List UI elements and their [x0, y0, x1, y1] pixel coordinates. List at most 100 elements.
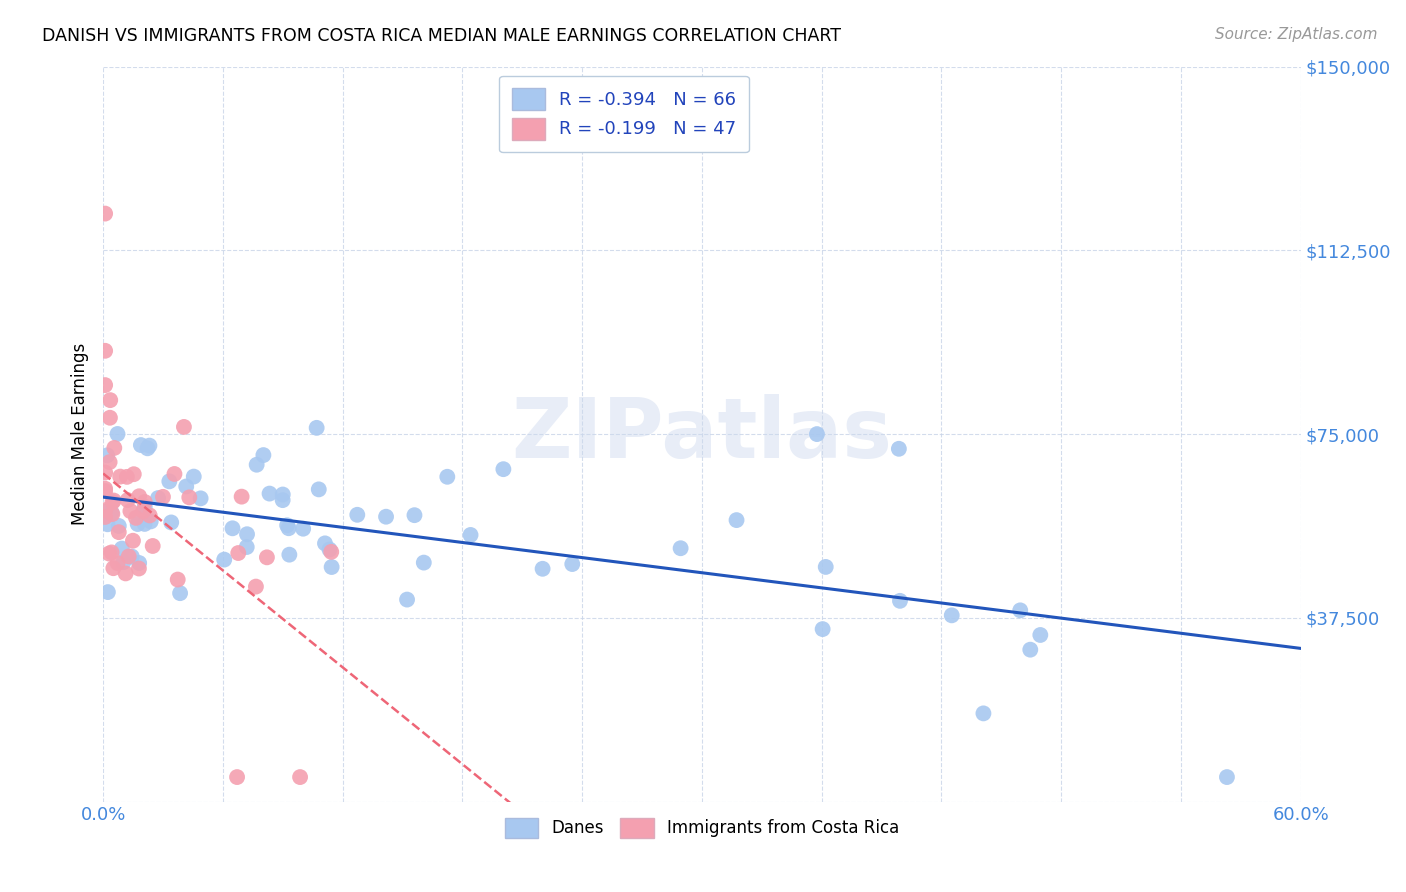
- Point: [118, 549, 141, 564]
- Point: [235, 540, 257, 554]
- Point: [183, 469, 205, 483]
- Point: [308, 483, 330, 497]
- Point: [972, 706, 994, 721]
- Text: ZIPatlas: ZIPatlas: [512, 393, 893, 475]
- Point: [94, 510, 117, 524]
- Point: [94, 482, 117, 496]
- Point: [128, 561, 150, 575]
- Point: [163, 467, 186, 481]
- Point: [174, 479, 197, 493]
- Point: [152, 490, 174, 504]
- Point: [231, 490, 253, 504]
- Point: [288, 770, 311, 784]
- Point: [292, 522, 315, 536]
- Point: [134, 495, 156, 509]
- Point: [100, 545, 122, 559]
- Point: [134, 500, 156, 514]
- Point: [107, 427, 129, 442]
- Point: [941, 608, 963, 623]
- Point: [412, 556, 434, 570]
- Point: [97, 517, 120, 532]
- Point: [245, 580, 267, 594]
- Point: [103, 493, 125, 508]
- Point: [128, 489, 150, 503]
- Point: [129, 438, 152, 452]
- Point: [259, 486, 281, 500]
- Point: [120, 504, 142, 518]
- Point: [139, 515, 162, 529]
- Point: [887, 442, 910, 456]
- Point: [396, 592, 419, 607]
- Point: [492, 462, 515, 476]
- Point: [103, 441, 125, 455]
- Point: [814, 560, 837, 574]
- Point: [1029, 628, 1052, 642]
- Point: [138, 439, 160, 453]
- Point: [94, 503, 117, 517]
- Point: [811, 622, 834, 636]
- Point: [1216, 770, 1239, 784]
- Point: [98, 410, 121, 425]
- Point: [173, 420, 195, 434]
- Point: [318, 542, 340, 557]
- Point: [1010, 603, 1032, 617]
- Point: [121, 549, 143, 564]
- Point: [375, 509, 398, 524]
- Point: [117, 493, 139, 508]
- Point: [111, 541, 134, 556]
- Point: [169, 586, 191, 600]
- Point: [136, 442, 159, 456]
- Legend: Danes, Immigrants from Costa Rica: Danes, Immigrants from Costa Rica: [498, 811, 905, 845]
- Point: [531, 562, 554, 576]
- Point: [236, 527, 259, 541]
- Point: [94, 206, 117, 220]
- Point: [669, 541, 692, 556]
- Point: [179, 491, 201, 505]
- Point: [278, 548, 301, 562]
- Point: [1019, 642, 1042, 657]
- Point: [98, 547, 121, 561]
- Text: Source: ZipAtlas.com: Source: ZipAtlas.com: [1215, 27, 1378, 42]
- Point: [404, 508, 426, 523]
- Point: [277, 521, 299, 535]
- Point: [166, 573, 188, 587]
- Point: [256, 550, 278, 565]
- Point: [212, 552, 235, 566]
- Point: [190, 491, 212, 506]
- Point: [271, 493, 294, 508]
- Point: [96, 448, 118, 462]
- Point: [806, 427, 828, 442]
- Point: [108, 469, 131, 483]
- Point: [94, 466, 117, 480]
- Point: [436, 470, 458, 484]
- Point: [725, 513, 748, 527]
- Point: [115, 470, 138, 484]
- Point: [221, 521, 243, 535]
- Point: [97, 585, 120, 599]
- Point: [346, 508, 368, 522]
- Point: [226, 770, 249, 784]
- Point: [128, 556, 150, 570]
- Point: [101, 507, 124, 521]
- Point: [101, 495, 124, 509]
- Point: [160, 516, 183, 530]
- Point: [138, 508, 160, 523]
- Point: [305, 421, 328, 435]
- Point: [246, 458, 269, 472]
- Point: [134, 516, 156, 531]
- Point: [271, 487, 294, 501]
- Point: [107, 556, 129, 570]
- Point: [276, 518, 298, 533]
- Point: [94, 343, 117, 358]
- Point: [98, 455, 121, 469]
- Point: [125, 511, 148, 525]
- Point: [107, 519, 129, 533]
- Point: [321, 560, 343, 574]
- Point: [94, 483, 117, 498]
- Point: [107, 525, 129, 540]
- Point: [460, 528, 482, 542]
- Point: [127, 516, 149, 531]
- Point: [314, 536, 336, 550]
- Point: [94, 505, 117, 519]
- Point: [321, 545, 343, 559]
